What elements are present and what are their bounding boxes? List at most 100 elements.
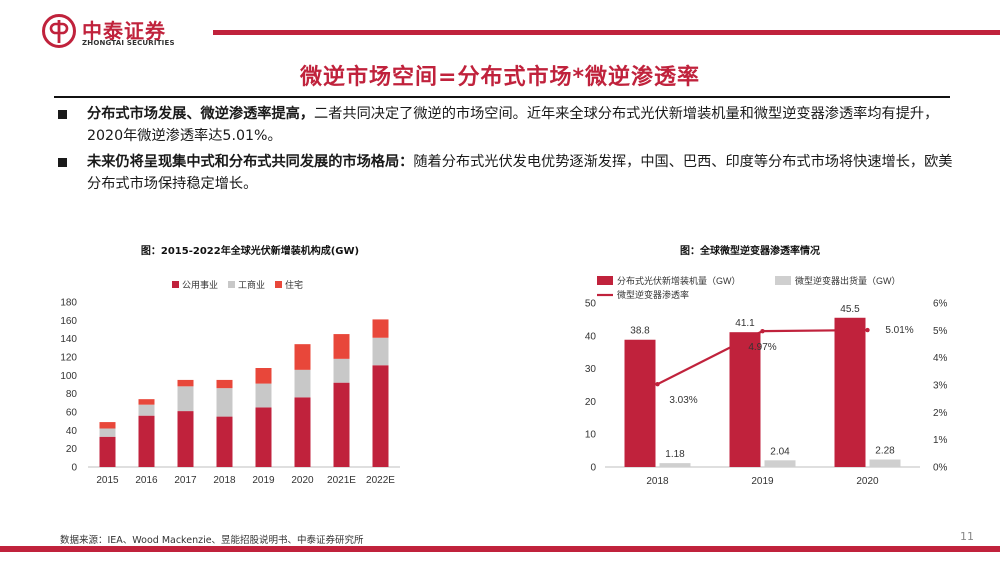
chart2-bar bbox=[729, 332, 761, 467]
chart2-legend-label: 分布式光伏新增装机量（GW） bbox=[617, 275, 741, 286]
chart1-x-tick-label: 2019 bbox=[252, 475, 275, 486]
chart2-y-tick-label: 0 bbox=[590, 463, 596, 474]
chart1-y-tick-label: 160 bbox=[60, 316, 77, 327]
chart2-line-point bbox=[865, 327, 870, 333]
chart1-legend-swatch bbox=[172, 281, 179, 288]
chart1-legend-label: 工商业 bbox=[238, 279, 265, 290]
chart2-bar-data-label: 2.28 bbox=[875, 446, 895, 457]
chart2-x-tick-label: 2019 bbox=[751, 476, 774, 487]
chart1-bar-segment bbox=[333, 382, 350, 467]
chart2-line-point bbox=[655, 381, 660, 387]
chart1-x-tick-label: 2018 bbox=[213, 475, 236, 486]
chart2-y2-tick-label: 6% bbox=[933, 299, 948, 310]
bullet-item: 分布式市场发展、微逆渗透率提高，二者共同决定了微逆的市场空间。近年来全球分布式光… bbox=[58, 103, 953, 147]
chart1-bar-segment bbox=[372, 337, 389, 366]
chart1-bar-segment bbox=[177, 386, 194, 412]
chart1-legend-label: 住宅 bbox=[285, 279, 303, 290]
data-source-note: 数据来源：IEA、Wood Mackenzie、昱能招股说明书、中泰证券研究所 bbox=[60, 535, 364, 546]
chart2-y2-tick-label: 4% bbox=[933, 353, 948, 364]
bullet-text: 二者共同决定了微逆的市场空间。近年来全球分布式光伏新增装机量和微型逆变器渗透率均… bbox=[87, 106, 939, 144]
chart1-bar-segment bbox=[177, 411, 194, 467]
chart1-x-tick-label: 2020 bbox=[291, 475, 314, 486]
chart2-legend-label: 微型逆变器渗透率 bbox=[617, 289, 689, 300]
chart1-y-tick-label: 0 bbox=[71, 463, 77, 474]
chart2-y-tick-label: 10 bbox=[585, 430, 597, 441]
chart1-bar-segment bbox=[138, 404, 155, 416]
chart2-bar-data-label: 45.5 bbox=[840, 304, 860, 315]
chart2-legend-label: 微型逆变器出货量（GW） bbox=[795, 275, 901, 286]
chart2-y-tick-label: 20 bbox=[585, 397, 597, 408]
chart1-y-tick-label: 80 bbox=[66, 389, 78, 400]
chart2-y2-tick-label: 2% bbox=[933, 408, 948, 419]
chart1-y-tick-label: 140 bbox=[60, 334, 77, 345]
chart1-x-tick-label: 2017 bbox=[174, 475, 197, 486]
chart1-bar-segment bbox=[99, 436, 116, 467]
chart1-bar-segment bbox=[99, 422, 116, 429]
chart1-y-tick-label: 40 bbox=[66, 426, 78, 437]
square-bullet-icon bbox=[58, 158, 67, 167]
chart2-bar bbox=[624, 339, 656, 467]
bullet-item: 未来仍将呈现集中式和分布式共同发展的市场格局：随着分布式光伏发电优势逐渐发挥，中… bbox=[58, 151, 953, 195]
chart-title-penetration: 图：全球微型逆变器渗透率情况 bbox=[680, 246, 820, 257]
chart2-y-tick-label: 40 bbox=[585, 331, 597, 342]
chart2-y2-tick-label: 1% bbox=[933, 435, 948, 446]
chart1-legend-swatch bbox=[228, 281, 235, 288]
chart2-bar bbox=[869, 459, 901, 467]
chart1-bar-segment bbox=[216, 416, 233, 467]
chart1-legend-swatch bbox=[275, 281, 282, 288]
chart2-bar-data-label: 2.04 bbox=[770, 446, 790, 457]
chart2-line-data-label: 4.97% bbox=[748, 342, 776, 353]
chart2-bar-data-label: 41.1 bbox=[735, 318, 755, 329]
chart1-legend-label: 公用事业 bbox=[182, 279, 218, 290]
chart1-bar-segment bbox=[99, 428, 116, 437]
chart2-bar bbox=[834, 317, 866, 467]
chart1-x-tick-label: 2022E bbox=[366, 475, 395, 486]
chart1-y-tick-label: 180 bbox=[60, 298, 77, 309]
zhongtai-logo-icon bbox=[42, 14, 76, 48]
chart2-bar bbox=[764, 460, 796, 467]
chart2-legend-swatch bbox=[775, 276, 791, 285]
footer-accent-bar bbox=[0, 546, 1000, 552]
chart2-bar bbox=[659, 463, 691, 467]
chart1-bar-segment bbox=[216, 388, 233, 417]
logo-chinese-name: 中泰证券 bbox=[82, 19, 166, 43]
chart2-y-tick-label: 50 bbox=[585, 299, 597, 310]
chart2-line-data-label: 3.03% bbox=[669, 395, 697, 406]
chart2-x-tick-label: 2020 bbox=[856, 476, 879, 487]
chart1-bar-segment bbox=[294, 369, 311, 398]
chart1-bar-segment bbox=[372, 365, 389, 467]
slide-title: 微逆市场空间=分布式市场*微逆渗透率 bbox=[300, 65, 700, 90]
chart1-x-tick-label: 2021E bbox=[327, 475, 356, 486]
chart1-x-tick-label: 2016 bbox=[135, 475, 158, 486]
bullet-list: 分布式市场发展、微逆渗透率提高，二者共同决定了微逆的市场空间。近年来全球分布式光… bbox=[58, 103, 953, 199]
chart2-line-data-label: 5.01% bbox=[885, 325, 913, 336]
chart1-y-tick-label: 20 bbox=[66, 444, 78, 455]
chart2-y2-tick-label: 0% bbox=[933, 463, 948, 474]
chart1-x-tick-label: 2015 bbox=[96, 475, 119, 486]
square-bullet-icon bbox=[58, 110, 67, 119]
logo-english-name: ZHONGTAI SECURITIES bbox=[82, 39, 175, 47]
title-divider bbox=[54, 96, 950, 98]
chart1-bar-segment bbox=[216, 379, 233, 389]
chart1-y-tick-label: 120 bbox=[60, 353, 77, 364]
company-logo: 中泰证券 ZHONGTAI SECURITIES bbox=[42, 14, 242, 50]
bullet-text: 随着分布式光伏发电优势逐渐发挥，中国、巴西、印度等分布式市场将快速增长，欧美分布… bbox=[87, 154, 953, 192]
bullet-lead: 未来仍将呈现集中式和分布式共同发展的市场格局： bbox=[87, 154, 414, 170]
chart1-bar-segment bbox=[294, 344, 311, 370]
chart2-legend-swatch bbox=[597, 276, 613, 285]
page-number: 11 bbox=[960, 530, 974, 543]
chart2-line-point bbox=[760, 328, 765, 334]
chart1-bar-segment bbox=[333, 334, 350, 359]
chart1-bar-segment bbox=[333, 358, 350, 383]
chart1-bar-segment bbox=[138, 415, 155, 467]
chart1-bar-segment bbox=[255, 407, 272, 467]
chart2-bar-data-label: 1.18 bbox=[665, 449, 685, 460]
chart2-bar-data-label: 38.8 bbox=[630, 326, 650, 337]
chart1-bar-segment bbox=[138, 399, 155, 405]
chart1-y-tick-label: 60 bbox=[66, 408, 78, 419]
chart1-y-tick-label: 100 bbox=[60, 371, 77, 382]
chart2-y2-tick-label: 3% bbox=[933, 381, 948, 392]
chart2-y-tick-label: 30 bbox=[585, 364, 597, 375]
chart1-bar-segment bbox=[177, 379, 194, 387]
chart-title-installations: 图：2015-2022年全球光伏新增装机构成(GW) bbox=[140, 246, 360, 257]
